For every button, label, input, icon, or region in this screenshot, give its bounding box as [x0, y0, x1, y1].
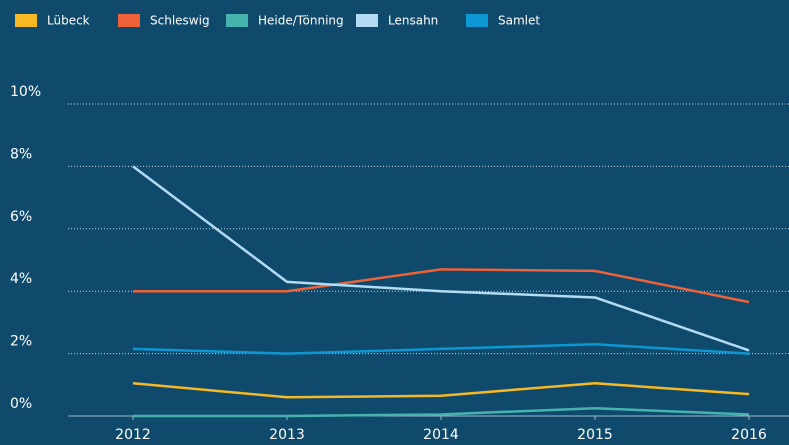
y-tick-label: 6% [10, 209, 32, 225]
x-tick-label: 2013 [269, 427, 305, 443]
x-tick-label: 2015 [577, 427, 613, 443]
series-line [133, 268, 750, 304]
legend-swatch [15, 14, 37, 27]
legend-swatch [356, 14, 378, 27]
x-tick-label: 2012 [115, 427, 151, 443]
legend-swatch [226, 14, 248, 27]
y-tick-label: 8% [10, 146, 32, 162]
legend-swatch [466, 14, 488, 27]
legend-label: Samlet [498, 14, 540, 28]
series-line [133, 406, 750, 418]
y-tick-label: 2% [10, 334, 32, 350]
series-line [132, 342, 750, 355]
x-tick-label: 2014 [423, 427, 459, 443]
y-tick-label: 10% [10, 84, 41, 100]
legend-label: Heide/Tönning [258, 14, 344, 28]
series-line [132, 165, 750, 352]
x-tick-label: 2016 [731, 427, 767, 443]
legend-label: Lensahn [388, 14, 438, 28]
y-tick-label: 0% [10, 396, 32, 412]
legend-swatch [118, 14, 140, 27]
series-line [132, 381, 750, 399]
legend-label: Lübeck [47, 14, 90, 28]
legend-label: Schleswig [150, 14, 210, 28]
y-tick-label: 4% [10, 271, 32, 287]
